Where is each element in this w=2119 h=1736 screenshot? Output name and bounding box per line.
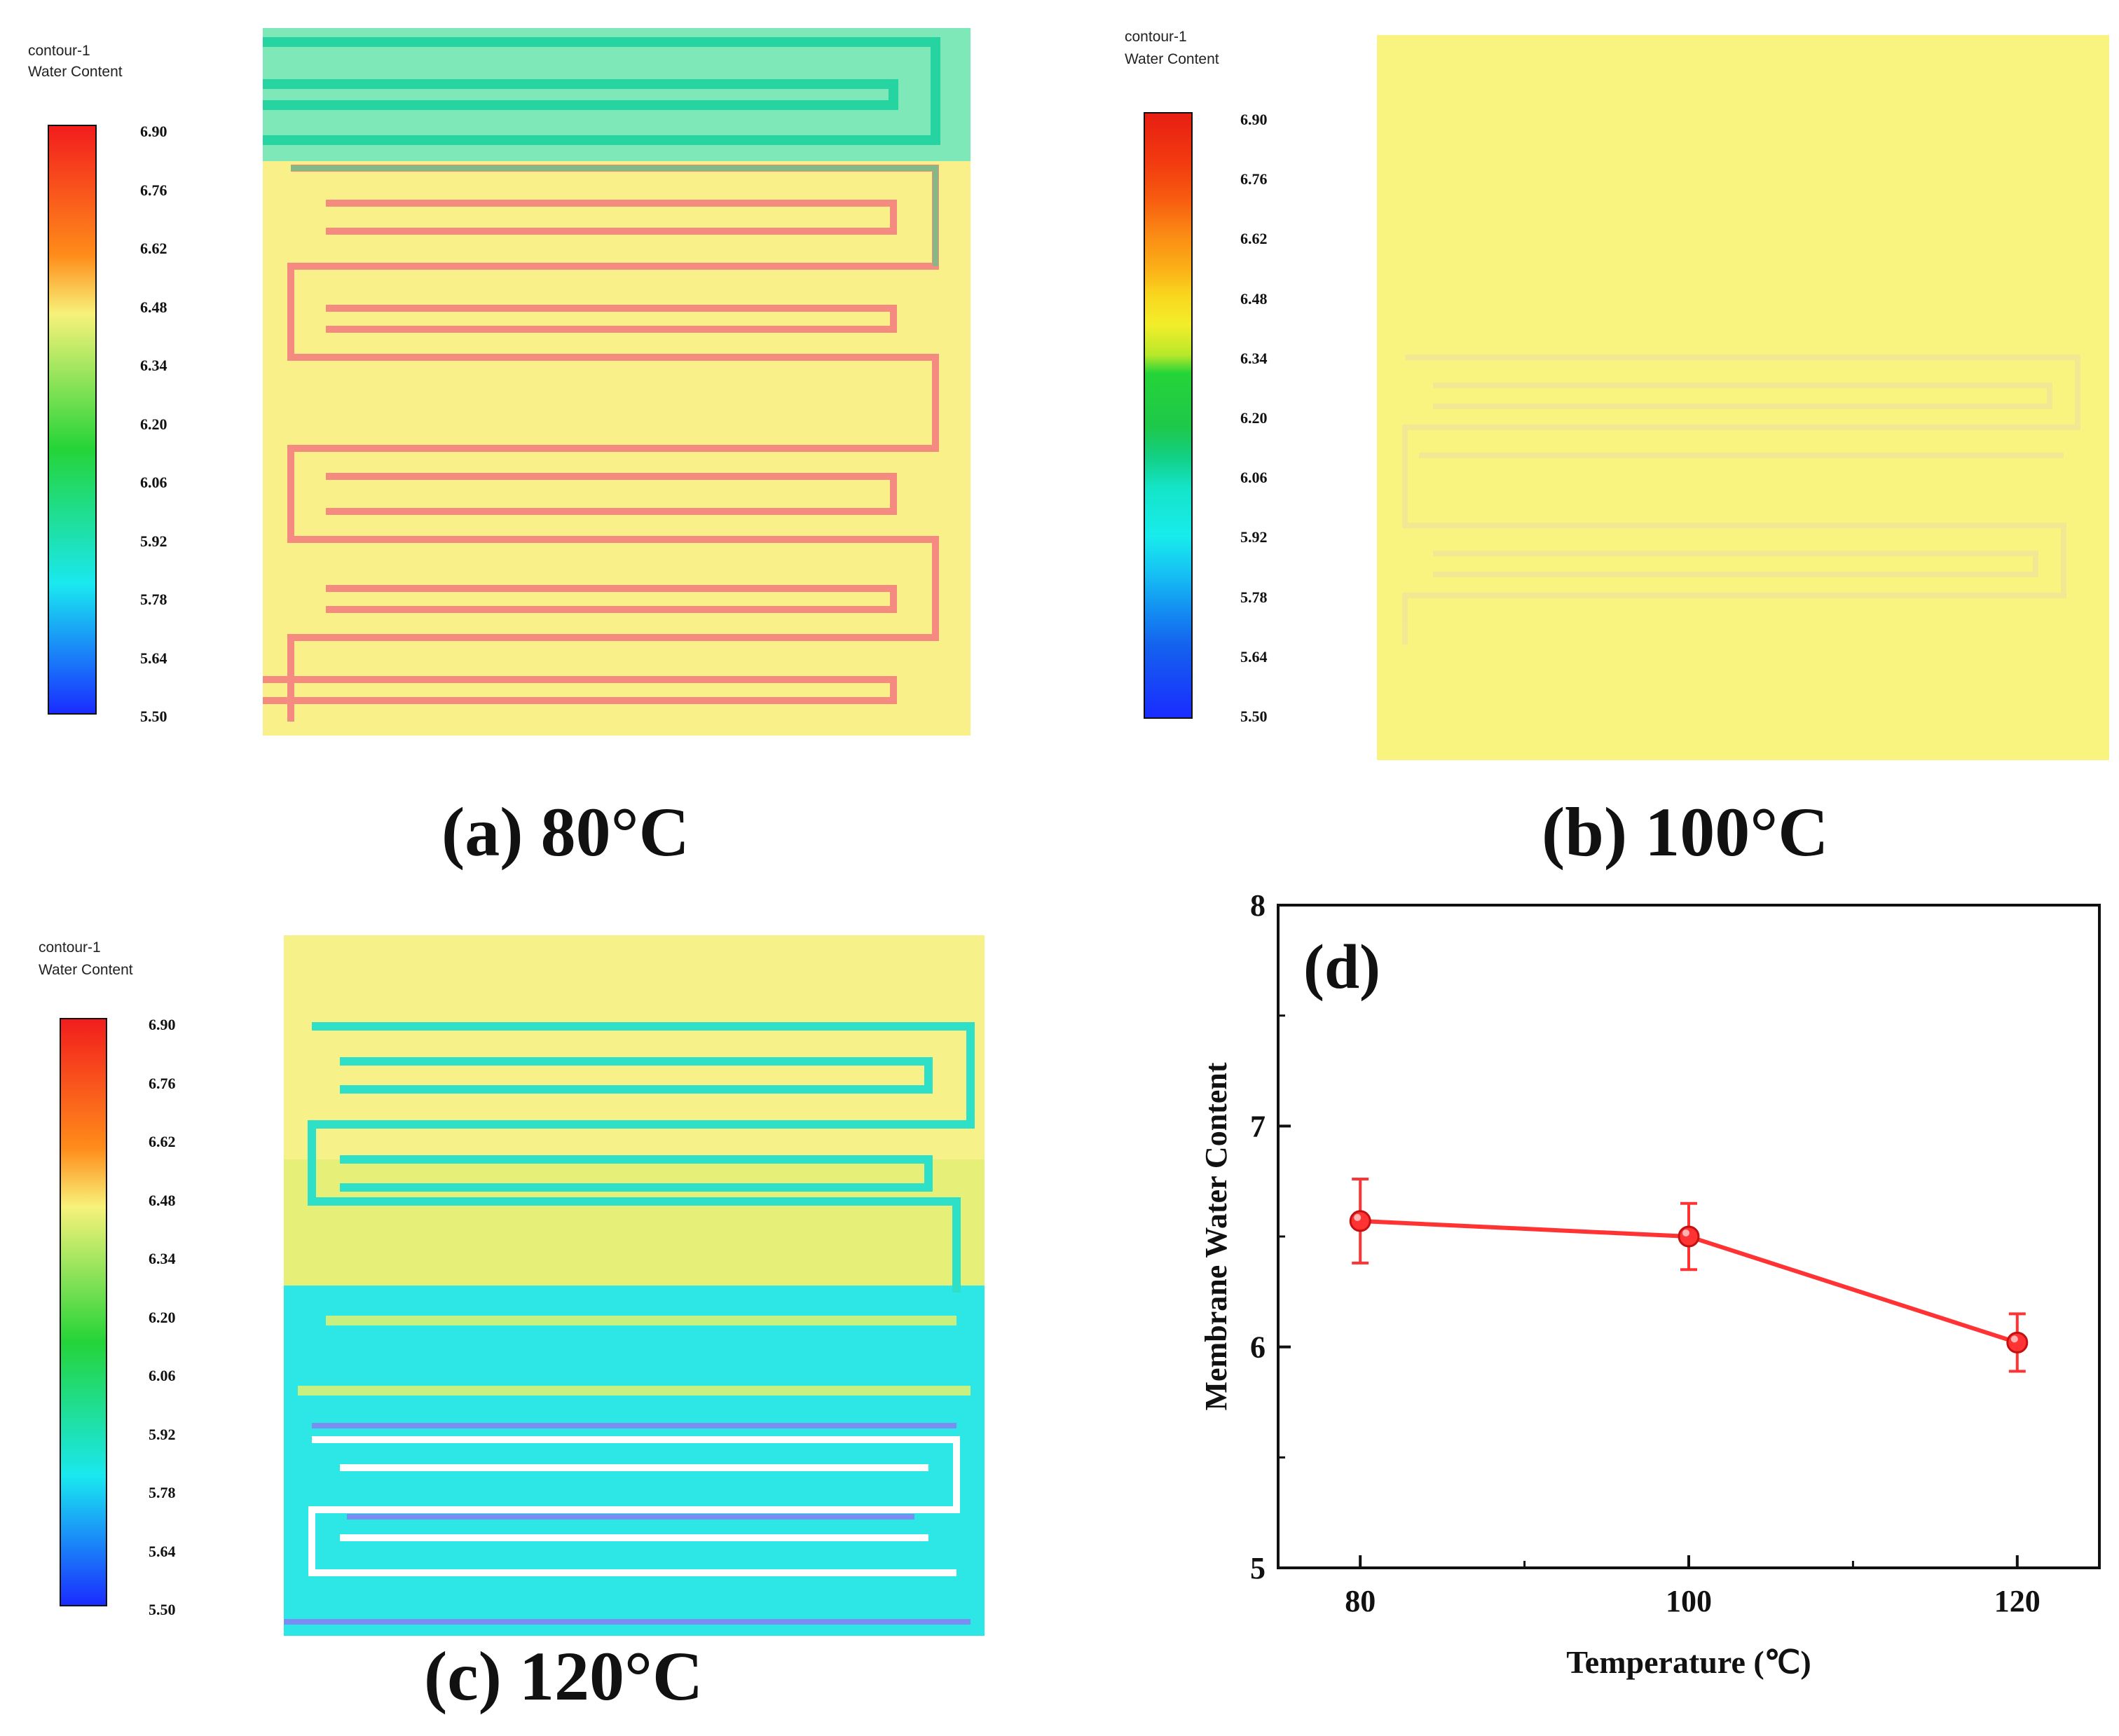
x-tick-label: 120 (1994, 1584, 2041, 1618)
colorbar-tick-label: 5.50 (140, 708, 167, 725)
colorbar-banded (1144, 112, 1193, 719)
panel-label-d: (d) (1303, 932, 1380, 1002)
colorbar-tick-label: 5.92 (140, 532, 167, 550)
colorbar-title-line1: contour-1 (39, 939, 101, 956)
x-tick-label: 100 (1666, 1584, 1712, 1618)
colorbar-title-line1: contour-1 (1125, 29, 1187, 45)
colorbar-tick-label: 6.48 (1240, 289, 1268, 308)
colorbar-tick-label: 6.90 (1240, 111, 1268, 128)
data-point-highlight (2010, 1335, 2018, 1343)
colorbar-tick-label: 6.76 (1240, 170, 1268, 188)
caption-c: (c) 120°C (424, 1637, 704, 1715)
colorbar-tick-label: 5.78 (140, 591, 167, 608)
colorbar-tick-label: 5.50 (149, 1601, 176, 1618)
chart-d: (d) Membrane Water Content Temperature (… (1199, 888, 2101, 1680)
colorbar-tick-label: 5.78 (1240, 588, 1268, 606)
colorbar-tick-label: 6.62 (149, 1133, 176, 1150)
colorbar-title-line1: contour-1 (28, 43, 90, 59)
x-axis-label: Temperature (℃) (1566, 1644, 1811, 1680)
colorbar-tick-label: 6.62 (1240, 230, 1268, 248)
colorbar-tick-label: 6.34 (1240, 349, 1268, 367)
flow-field-120c (284, 935, 985, 1636)
chart-d-axes: 5 6 7 8 80 100 120 (1250, 888, 2041, 1618)
y-tick-label: 8 (1250, 888, 1266, 923)
flow-field-80c (263, 28, 971, 736)
colorbar-tick-label: 5.64 (140, 649, 167, 667)
colorbar-tick-label: 6.06 (140, 474, 167, 491)
colorbar-tick-label: 6.76 (140, 181, 167, 199)
colorbar-tick-label: 5.92 (149, 1425, 176, 1443)
caption-b: (b) 100°C (1542, 793, 1829, 871)
data-point (1349, 1210, 1371, 1232)
y-tick-label: 5 (1250, 1551, 1266, 1585)
data-point-highlight (1354, 1213, 1362, 1221)
colorbar-tick-label: 5.92 (1240, 528, 1268, 546)
flow-field-100c (1377, 35, 2109, 760)
y-tick-label: 6 (1250, 1330, 1266, 1365)
colorbar-tick-label: 6.48 (140, 298, 167, 316)
colorbar-tick-label: 5.50 (1240, 708, 1268, 725)
colorbar-tick-label: 6.20 (1240, 409, 1268, 427)
colorbar-tick-label: 5.78 (149, 1484, 176, 1501)
colorbar-gradient (48, 125, 97, 715)
panel-a: contour-1 Water Content (a) 80°C 6.90 6.7… (0, 0, 1051, 876)
colorbar-tick-label: 6.20 (140, 415, 167, 433)
colorbar-tick-label: 5.64 (149, 1542, 176, 1560)
colorbar-tick-label: 6.90 (140, 123, 167, 140)
colorbar-title-line2: Water Content (28, 64, 123, 80)
caption-a: (a) 80°C (441, 793, 690, 871)
colorbar-tick-label: 6.06 (149, 1367, 176, 1384)
colorbar-gradient (60, 1018, 107, 1606)
data-point-highlight (1682, 1229, 1689, 1236)
chart-d-marks (1349, 1178, 2029, 1373)
colorbar-tick-label: 6.90 (149, 1016, 176, 1033)
colorbar-tick-label: 6.76 (149, 1074, 176, 1092)
y-tick-label: 7 (1250, 1109, 1266, 1143)
colorbar-tick-label: 6.20 (149, 1308, 176, 1326)
data-point (2006, 1331, 2029, 1353)
data-point (1678, 1225, 1700, 1248)
panel-b: contour-1 Water Content (b) 100°C 6.90 6.… (1093, 0, 2119, 876)
colorbar-title-line2: Water Content (39, 962, 133, 978)
colorbar-tick-label: 6.48 (149, 1191, 176, 1209)
y-axis-label: Membrane Water Content (1199, 1062, 1233, 1410)
colorbar-title-line2: Water Content (1125, 51, 1219, 67)
panel-c: contour-1 Water Content (c) 120°C 6.90 6.… (0, 897, 1051, 1736)
colorbar-tick-label: 6.34 (149, 1250, 176, 1267)
colorbar-tick-label: 6.06 (1240, 469, 1268, 487)
colorbar-tick-label: 6.62 (140, 240, 167, 257)
x-tick-label: 80 (1345, 1584, 1376, 1618)
colorbar-tick-label: 5.64 (1240, 647, 1268, 666)
colorbar-tick-label: 6.34 (140, 357, 167, 374)
